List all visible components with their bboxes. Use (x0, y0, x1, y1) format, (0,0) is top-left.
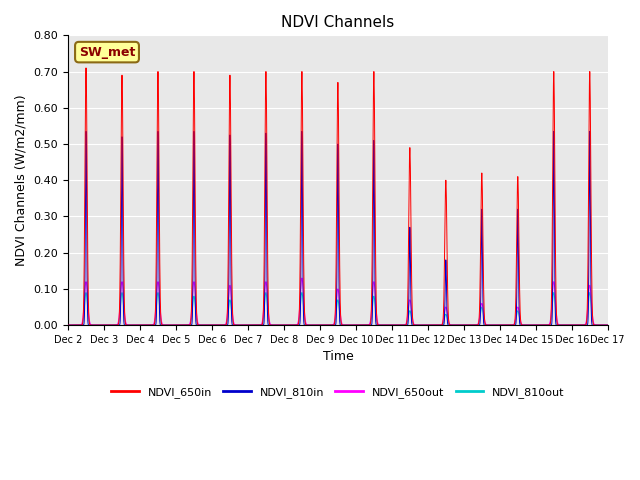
Y-axis label: NDVI Channels (W/m2/mm): NDVI Channels (W/m2/mm) (15, 95, 28, 266)
Legend: NDVI_650in, NDVI_810in, NDVI_650out, NDVI_810out: NDVI_650in, NDVI_810in, NDVI_650out, NDV… (107, 383, 569, 403)
Title: NDVI Channels: NDVI Channels (281, 15, 394, 30)
X-axis label: Time: Time (323, 350, 353, 363)
Text: SW_met: SW_met (79, 46, 135, 59)
